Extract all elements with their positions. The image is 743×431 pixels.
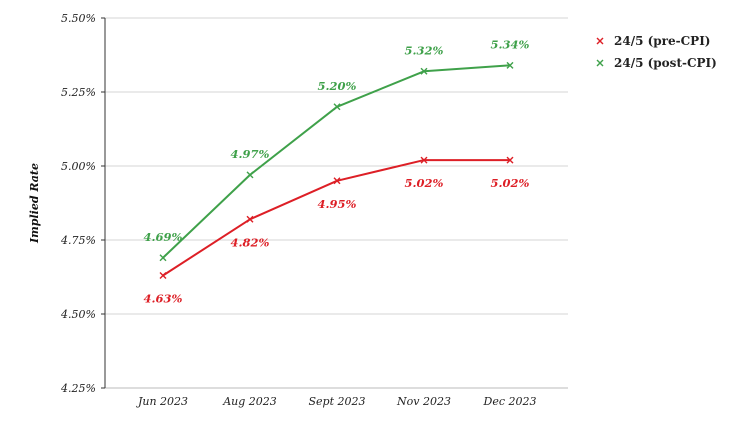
data-label: 4.97% [231, 147, 270, 161]
y-axis-label: Implied Rate [28, 163, 41, 244]
legend-marker [596, 59, 604, 67]
y-tick-label: 5.25% [61, 86, 96, 99]
data-label: 5.20% [318, 79, 357, 93]
x-tick-label: Jun 2023 [136, 395, 188, 408]
data-point-marker [333, 177, 341, 185]
data-label: 4.69% [144, 230, 183, 244]
data-label: 5.02% [405, 176, 444, 190]
legend-item: 24/5 (pre-CPI) [596, 34, 710, 48]
data-label: 4.95% [318, 197, 357, 211]
x-tick-label: Aug 2023 [222, 395, 277, 408]
x-tick-labels: Jun 2023 Aug 2023 Sept 2023 Nov 2023 Dec 202… [136, 395, 537, 408]
legend-item: 24/5 (post-CPI) [596, 56, 717, 70]
x-tick-label: Sept 2023 [309, 395, 366, 408]
data-point-marker [246, 171, 254, 179]
legend: 24/5 (pre-CPI) 24/5 (post-CPI) [596, 34, 717, 70]
y-tick-label: 4.75% [60, 234, 96, 247]
data-point-marker [246, 215, 254, 223]
data-point-marker [420, 67, 428, 75]
series-0: 4.63% 4.82% 4.95% 5.02% 5.02% [144, 156, 530, 306]
data-label: 5.02% [491, 176, 530, 190]
legend-marker [596, 37, 604, 45]
series-line [162, 64, 511, 259]
data-point-marker [420, 156, 428, 164]
data-label: 5.32% [405, 43, 444, 57]
series-group: 4.63% 4.82% 4.95% 5.02% 5.02% 4.69% 4.97% 5.20%… [144, 37, 530, 305]
data-point-marker [506, 156, 514, 164]
data-point-marker [159, 254, 167, 262]
y-tick-label: 4.25% [60, 382, 96, 395]
data-label: 4.82% [231, 235, 270, 249]
y-tick-label: 5.00% [61, 160, 96, 173]
legend-label: 24/5 (pre-CPI) [614, 34, 710, 48]
series-1: 4.69% 4.97% 5.20% 5.32% 5.34% [144, 37, 530, 262]
series-line [162, 159, 510, 277]
y-tick-label: 5.50% [61, 12, 96, 25]
x-tick-label: Dec 2023 [483, 395, 537, 408]
y-tick-labels: 4.25% 4.50% 4.75% 5.00% 5.25% 5.50% [60, 12, 96, 395]
legend-label: 24/5 (post-CPI) [614, 56, 717, 70]
y-tick-label: 4.50% [60, 308, 96, 321]
data-label: 4.63% [144, 292, 183, 306]
x-tick-label: Nov 2023 [396, 395, 451, 408]
data-point-marker [159, 272, 167, 280]
data-point-marker [506, 61, 514, 69]
data-point-marker [333, 103, 341, 111]
data-label: 5.34% [491, 37, 530, 51]
